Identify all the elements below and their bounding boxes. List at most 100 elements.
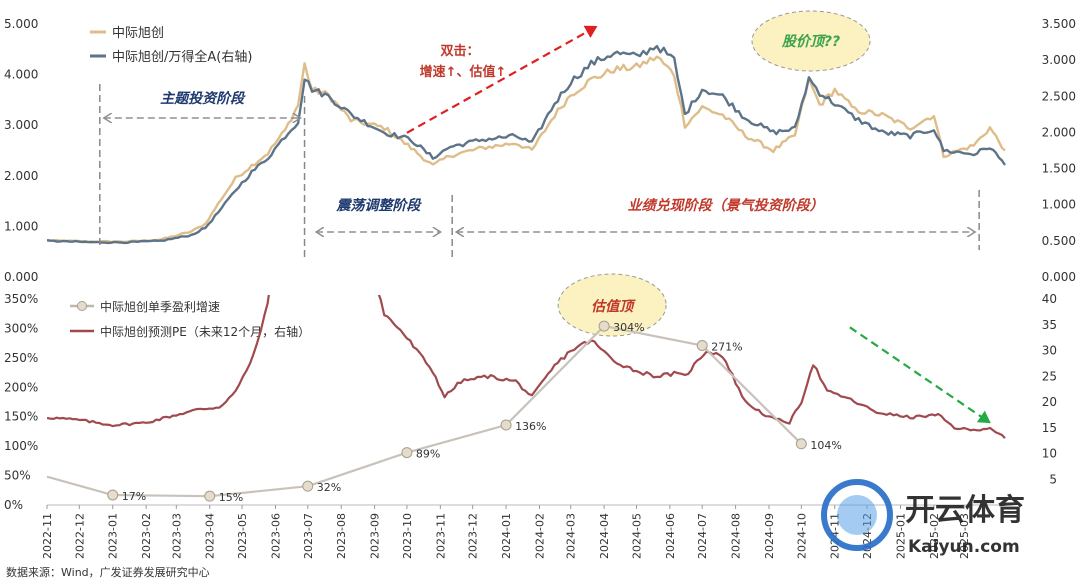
price-top-label: 股价顶?? [781, 33, 840, 50]
valuation-top-label: 估值顶 [591, 298, 636, 315]
x-tick-label: 2023-12 [467, 513, 480, 559]
legend-growth: 中际旭创单季盈利增速 [100, 299, 220, 314]
x-tick-label: 2023-04 [204, 513, 217, 559]
x-tick-label: 2024-03 [565, 513, 578, 559]
watermark-text: 开云体育 [905, 493, 1025, 528]
growth-data-label: 17% [122, 490, 146, 503]
x-tick-label: 2023-11 [434, 513, 447, 559]
growth-point [204, 490, 216, 502]
bottom-left-tick: 250% [4, 351, 38, 365]
growth-data-label: 104% [810, 439, 841, 452]
bottom-left-tick: 150% [4, 410, 38, 424]
series-line-price [47, 55, 1006, 244]
growth-point [795, 438, 807, 450]
x-tick-label: 2024-09 [763, 513, 776, 559]
bottom-right-tick: 10 [1042, 447, 1057, 461]
bottom-right-tick: 25 [1042, 369, 1057, 383]
growth-data-label: 15% [219, 491, 243, 504]
bottom-right-tick: 15 [1042, 421, 1057, 435]
top-right-axis: 0.000 0.500 1.000 1.500 2.000 2.500 3.000 3.500 [1042, 17, 1076, 284]
growth-points: 17% 15% 32% 89% 136% 304% 271% 104% [107, 320, 842, 504]
bottom-right-tick: 5 [1049, 472, 1057, 486]
watermark: 开云体育 Kaiyun.com [821, 479, 1025, 557]
x-tick-label: 2023-08 [335, 513, 348, 559]
bottom-left-tick: 200% [4, 380, 38, 394]
top-right-tick: 3.000 [1042, 53, 1076, 67]
phase-arrows [104, 118, 975, 232]
phase-dividers [99, 84, 980, 257]
top-right-tick: 0.000 [1042, 270, 1076, 284]
growth-data-label: 304% [613, 321, 644, 334]
x-tick-label: 2023-01 [107, 513, 120, 559]
bottom-right-tick: 35 [1042, 318, 1057, 332]
x-tick-label: 2023-09 [369, 513, 382, 559]
watermark-subtext: Kaiyun.com [908, 537, 1020, 557]
watermark-logo-icon [821, 479, 893, 551]
bottom-left-tick: 300% [4, 321, 38, 335]
growth-data-label: 89% [416, 448, 440, 461]
growth-data-label: 32% [317, 481, 341, 494]
x-tick-label: 2025-03 [958, 513, 971, 559]
x-tick-label: 2023-06 [269, 513, 282, 559]
bottom-right-tick: 40 [1042, 292, 1057, 306]
top-legend: 中际旭创 中际旭创/万得全A(右轴) [90, 26, 252, 65]
x-tick-label: 2024-02 [533, 513, 546, 559]
top-right-tick: 1.500 [1042, 162, 1076, 176]
double-hit-title: 双击： [440, 43, 479, 59]
top-right-tick: 0.500 [1042, 234, 1076, 248]
bottom-right-tick: 30 [1042, 344, 1057, 358]
bottom-left-tick: 100% [4, 439, 38, 453]
top-right-tick: 3.500 [1042, 17, 1076, 31]
growth-data-label: 136% [515, 420, 546, 433]
top-right-tick: 2.000 [1042, 125, 1076, 139]
top-right-tick: 2.500 [1042, 89, 1076, 103]
x-tick-label: 2023-10 [401, 513, 414, 559]
phase-growth-label: 业绩兑现阶段（景气投资阶段） [628, 197, 824, 214]
x-tick-label: 2024-07 [696, 513, 709, 559]
top-left-tick: 5.000 [4, 17, 38, 31]
bottom-left-tick: 50% [4, 469, 31, 483]
bottom-right-tick: 20 [1042, 395, 1057, 409]
top-right-tick: 1.000 [1042, 198, 1076, 212]
double-hit-subtitle: 增速↑、估值↑ [420, 64, 507, 80]
legend-marker-growth [77, 301, 87, 311]
watermark-ball-icon [837, 495, 877, 535]
x-tick-label: 2024-01 [500, 513, 513, 559]
legend-pe: 中际旭创预测PE（未来12个月，右轴） [100, 324, 310, 339]
x-tick-label: 2023-07 [302, 513, 315, 559]
valuation-top-bubble [557, 273, 667, 337]
legend-price: 中际旭创 [112, 26, 164, 41]
legend-relative: 中际旭创/万得全A(右轴) [112, 49, 252, 65]
phase-shock-label: 震荡调整阶段 [335, 197, 422, 214]
top-left-tick: 3.000 [4, 118, 38, 132]
source-note: 数据来源：Wind，广发证券发展研究中心 [6, 565, 210, 579]
top-left-tick: 2.000 [4, 169, 38, 183]
growth-point [401, 447, 413, 459]
x-tick-label: 2024-08 [730, 513, 743, 559]
growth-point [107, 489, 119, 501]
bottom-left-tick: 0% [4, 498, 23, 512]
x-tick-label: 2025-01 [894, 513, 907, 559]
phase-theme-label: 主题投资阶段 [160, 90, 246, 107]
price-top-bubble [751, 10, 871, 72]
x-tick-label: 2024-04 [598, 513, 611, 559]
series-line-pe [47, 295, 1006, 439]
bottom-left-axis: 0% 50% 100% 150% 200% 250% 300% 350% [4, 292, 38, 512]
x-tick-label: 2024-05 [630, 513, 643, 559]
bottom-left-tick: 350% [4, 292, 38, 306]
x-tick-label: 2022-11 [41, 513, 54, 559]
bottom-legend: 中际旭创单季盈利增速 中际旭创预测PE（未来12个月，右轴） [70, 299, 310, 339]
top-left-tick: 4.000 [4, 68, 38, 82]
growth-point [302, 480, 314, 492]
x-tick-label: 2023-05 [236, 513, 249, 559]
x-tick-label: 2025-02 [928, 513, 941, 559]
x-tick-label: 2024-06 [664, 513, 677, 559]
series-line-relative [47, 44, 1006, 245]
growth-data-label: 271% [711, 340, 742, 353]
bottom-right-axis: 5 10 15 20 25 30 35 40 [1042, 292, 1057, 486]
growth-point [598, 320, 610, 332]
double-hit-arrow [406, 25, 598, 134]
valuation-decline-arrow [849, 326, 991, 424]
